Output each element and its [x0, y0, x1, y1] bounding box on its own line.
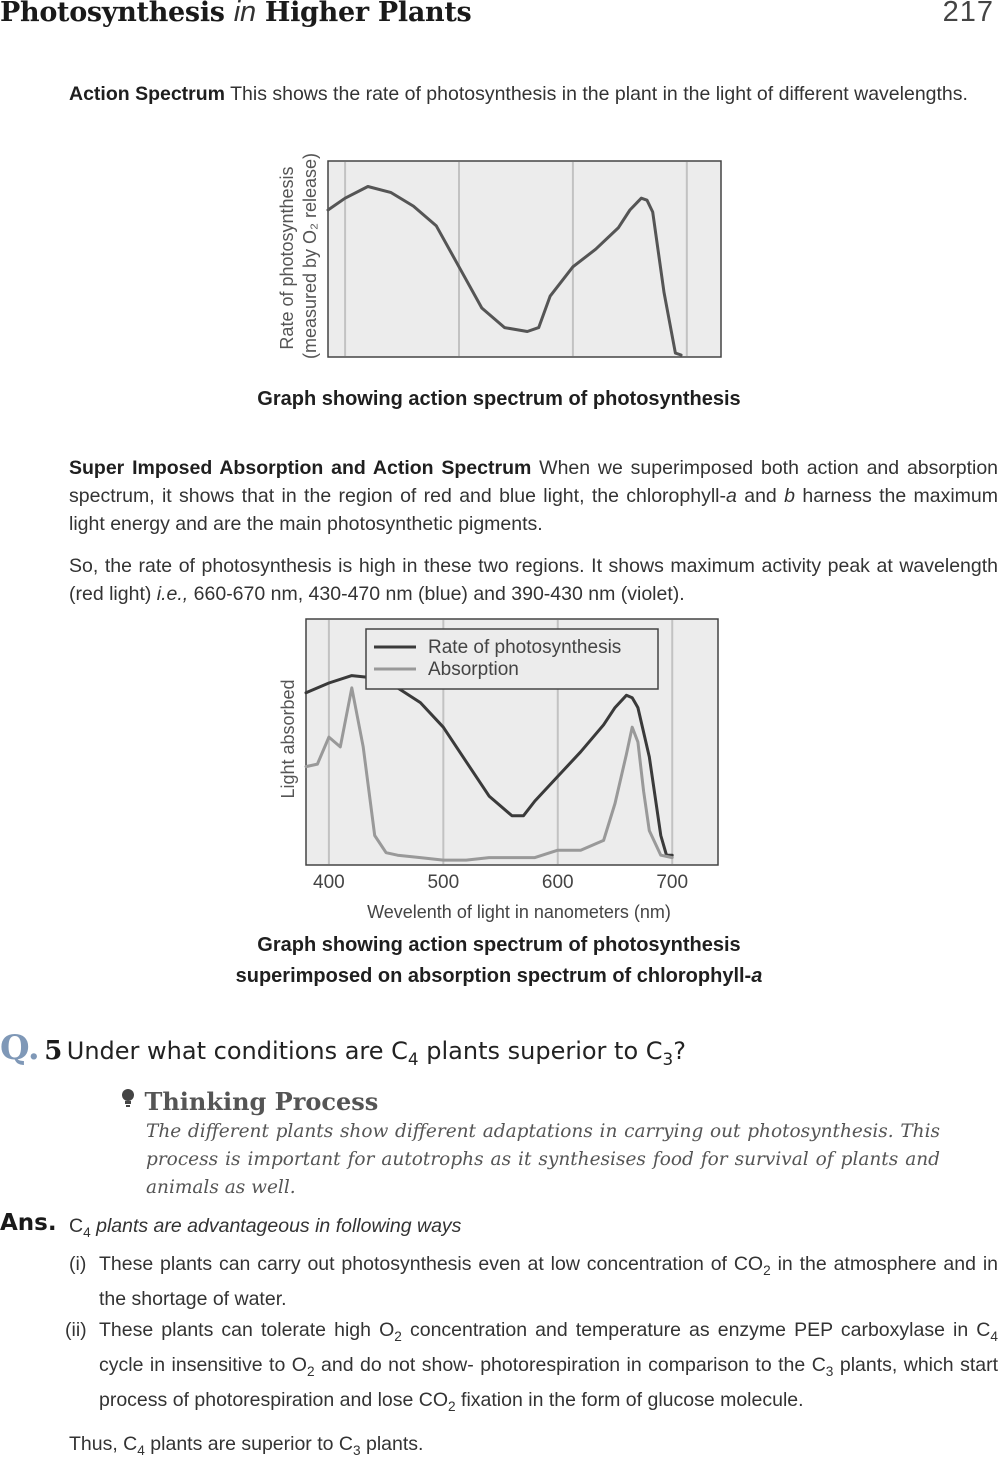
- p2-sub3: 2: [306, 1363, 315, 1379]
- answer-intro: C4 plants are advantageous in following …: [69, 1212, 969, 1247]
- action-spectrum-caption: Graph showing action spectrum of photosy…: [257, 388, 741, 410]
- question-number: 5: [44, 1036, 63, 1066]
- title-part2: Higher Plants: [264, 0, 472, 28]
- caption-line2-text: superimposed on absorption spectrum of c…: [235, 965, 752, 987]
- conclusion-sub1: 4: [137, 1442, 145, 1458]
- superimposed-caption: Graph showing action spectrum of photosy…: [0, 930, 998, 992]
- conclusion-b: plants are superior to C: [150, 1433, 353, 1455]
- answer-point-2: (ii) These plants can tolerate high O2 c…: [65, 1316, 998, 1421]
- question-text-b: plants superior to C: [426, 1037, 663, 1065]
- p2-f: fixation in the form of glucose molecule…: [461, 1388, 804, 1411]
- answer-point-1-marker: (i): [69, 1253, 87, 1275]
- superimposed-chart: 400 500 600 700 Rate of photosynthesisAbsor…: [278, 618, 719, 922]
- question-5: Q. 5 Under what conditions are C4 plants…: [0, 1028, 686, 1072]
- p2-e: plants, which start process of photoresp…: [99, 1353, 998, 1411]
- conclusion-a: Thus, C: [69, 1433, 138, 1455]
- title-in: in: [233, 0, 256, 28]
- superimposed-text1b: and: [744, 485, 777, 507]
- legend-box: [365, 628, 659, 690]
- conclusion-c: plants.: [366, 1433, 424, 1455]
- superimposed-text2a: So, the rate of photosynthesis is high i…: [69, 555, 998, 605]
- question-mark: Q.: [0, 1028, 40, 1068]
- question-sub-b: 3: [662, 1048, 674, 1069]
- chart2-xlabel: Wevelenth of light in nanometers (nm): [367, 902, 671, 922]
- p2-b: concentration and temperature as enzyme …: [409, 1319, 991, 1341]
- x-tick-600: 600: [542, 872, 574, 893]
- chart1-ylabel-line1: Rate of photosynthesis: [277, 166, 297, 349]
- action-spectrum-lead: Action Spectrum: [69, 83, 226, 105]
- superimposed-paragraph-1: Super Imposed Absorption and Action Spec…: [69, 454, 998, 538]
- superimposed-text2b: 660-670 nm, 430-470 nm (blue) and 390-43…: [193, 583, 685, 605]
- p2-sub5: 2: [448, 1398, 456, 1414]
- superimposed-caption-line1: Graph showing action spectrum of photosy…: [257, 934, 741, 956]
- answer-intro-c: C: [69, 1215, 84, 1237]
- superimposed-text1a: When we superimposed both action and abs…: [69, 457, 998, 507]
- answer-conclusion: Thus, C4 plants are superior to C3 plant…: [69, 1430, 969, 1465]
- superimposed-lead: Super Imposed Absorption and Action Spec…: [69, 457, 532, 479]
- p2-d: and do not show- photorespiration in com…: [321, 1353, 826, 1376]
- thinking-process-heading-row: Thinking Process: [118, 1084, 378, 1116]
- answer-point-2-text: These plants can tolerate high O2 concen…: [99, 1316, 998, 1421]
- answer-intro-sub: 4: [83, 1224, 91, 1240]
- p2-a: These plants can tolerate high O: [99, 1319, 395, 1341]
- chart2-ylabel: Light absorbed: [278, 679, 298, 798]
- p2-c: cycle in insensitive to O: [99, 1353, 307, 1376]
- question-text: Under what conditions are C4 plants supe…: [66, 1037, 686, 1069]
- action-spectrum-text: This shows the rate of photosynthesis in…: [230, 83, 968, 105]
- answer-point-1: (i) These plants can carry out photosynt…: [69, 1250, 998, 1313]
- page-title: Photosynthesis in Higher Plants: [0, 0, 472, 29]
- chlorophyll-a-italic: a: [726, 485, 737, 507]
- superimposed-caption-line2: superimposed on absorption spectrum of c…: [0, 961, 998, 992]
- legend-label-1: Absorption: [428, 659, 519, 680]
- question-sub-a: 4: [407, 1048, 419, 1069]
- p1-sub1: 2: [763, 1262, 771, 1278]
- answer-label: Ans.: [0, 1210, 57, 1236]
- bulb-icon: [122, 1089, 134, 1107]
- chlorophyll-b-italic: b: [784, 485, 795, 507]
- answer-intro-text: plants are advantageous in following way…: [96, 1215, 462, 1237]
- p1-a: These plants can carry out photosynthesi…: [99, 1253, 764, 1275]
- caption-line2-italic: a: [751, 965, 763, 987]
- series-line-absorption: [304, 686, 674, 862]
- thinking-process-heading: Thinking Process: [144, 1087, 379, 1116]
- p1-b: in the atmosphere and in the shortage of…: [99, 1253, 998, 1310]
- x-tick-500: 500: [427, 872, 459, 893]
- action-spectrum-chart: Rate of photosynthesis (measured by O₂ r…: [277, 153, 722, 359]
- p2-sub4: 3: [825, 1363, 834, 1379]
- page-number: 217: [942, 0, 994, 28]
- question-text-a: Under what conditions are C: [66, 1037, 408, 1065]
- x-tick-400: 400: [313, 872, 345, 893]
- answer-point-2-marker: (ii): [65, 1319, 87, 1341]
- superimposed-text1c: harness the maximum light energy and are…: [69, 485, 998, 535]
- action-spectrum-paragraph: Action Spectrum This shows the rate of p…: [69, 80, 998, 108]
- p2-sub2: 4: [990, 1328, 998, 1344]
- thinking-process-body: The different plants show different adap…: [146, 1121, 940, 1198]
- superimposed-paragraph-2: So, the rate of photosynthesis is high i…: [69, 552, 998, 608]
- conclusion-sub2: 3: [352, 1442, 361, 1458]
- series-line-0: [326, 185, 683, 357]
- chart1-ylabel-line2: (measured by O₂ release): [300, 153, 320, 359]
- legend-label-0: Rate of photosynthesis: [428, 637, 621, 658]
- question-text-c: ?: [673, 1037, 686, 1065]
- answer-point-1-text: These plants can carry out photosynthesi…: [99, 1250, 998, 1313]
- ie-italic: i.e.,: [156, 583, 189, 605]
- title-part1: Photosynthesis: [0, 0, 225, 28]
- x-tick-700: 700: [656, 872, 688, 893]
- p2-sub1: 2: [394, 1328, 402, 1344]
